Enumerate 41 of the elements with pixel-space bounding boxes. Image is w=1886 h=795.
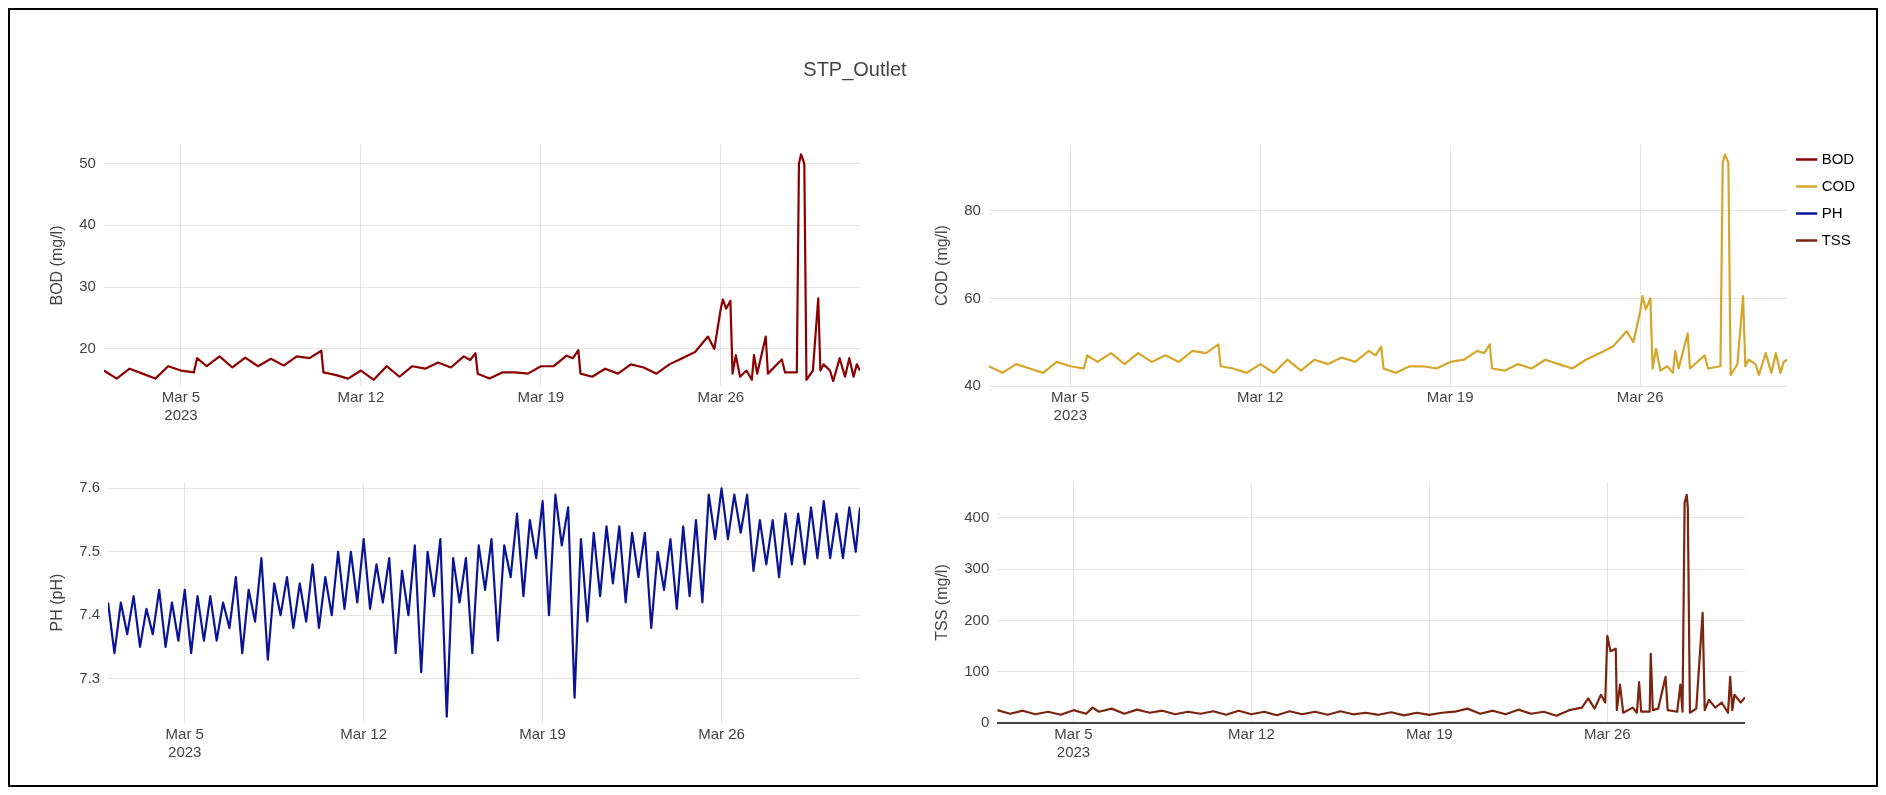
y-tick-label: 400 [964, 508, 990, 526]
y-tick-label: 100 [964, 661, 990, 679]
y-tick-label: 7.6 [79, 478, 101, 496]
x-tick-label: Mar 19 [517, 388, 565, 406]
x-tick-label: Mar 5 2023 [161, 388, 201, 424]
text: PH [1821, 203, 1843, 221]
y-tick-label: 7.3 [79, 668, 101, 686]
x-tick-label: Mar 12 [337, 388, 385, 406]
y-tick-label: 40 [79, 215, 96, 233]
y-tick-label: 7.4 [79, 605, 101, 623]
x-tick-label: Mar 26 [1583, 725, 1631, 743]
y-tick-label: 30 [79, 277, 96, 295]
y-tick-label: 200 [964, 610, 990, 628]
x-tick-label: Mar 12 [1236, 388, 1284, 406]
y-tick-label: 80 [964, 200, 981, 218]
x-tick-label: Mar 19 [519, 725, 566, 743]
y-tick-label: 7.5 [79, 541, 101, 559]
y-axis-title: TSS (mg/l) [933, 564, 951, 641]
x-tick-label: Mar 5 2023 [1051, 388, 1090, 424]
y-axis-title: BOD (mg/l) [48, 225, 66, 306]
y-tick-label: 20 [79, 339, 96, 357]
x-tick-label: Mar 19 [1406, 725, 1453, 743]
x-tick-label: Mar 26 [1616, 388, 1664, 406]
y-tick-label: 50 [79, 153, 96, 171]
x-tick-label: Mar 5 2023 [1054, 725, 1093, 761]
x-tick-label: Mar 19 [1426, 388, 1474, 406]
chart-title: STP_Outlet [802, 58, 908, 81]
text: TSS [1821, 230, 1851, 248]
text: BOD [1821, 149, 1855, 167]
x-tick-label: Mar 12 [340, 725, 388, 743]
legend-label: COD [1821, 176, 1856, 194]
x-tick-label: Mar 12 [1228, 725, 1275, 743]
y-axis-title: COD (mg/l) [933, 225, 951, 306]
y-tick-label: 0 [980, 713, 990, 731]
x-tick-label: Mar 5 2023 [165, 725, 204, 761]
x-tick-label: Mar 26 [697, 388, 745, 406]
y-tick-label: 300 [964, 559, 990, 577]
y-tick-label: 60 [964, 288, 981, 306]
y-axis-title: PH (pH) [48, 573, 66, 632]
y-tick-label: 40 [964, 376, 981, 394]
x-tick-label: Mar 26 [698, 725, 745, 743]
